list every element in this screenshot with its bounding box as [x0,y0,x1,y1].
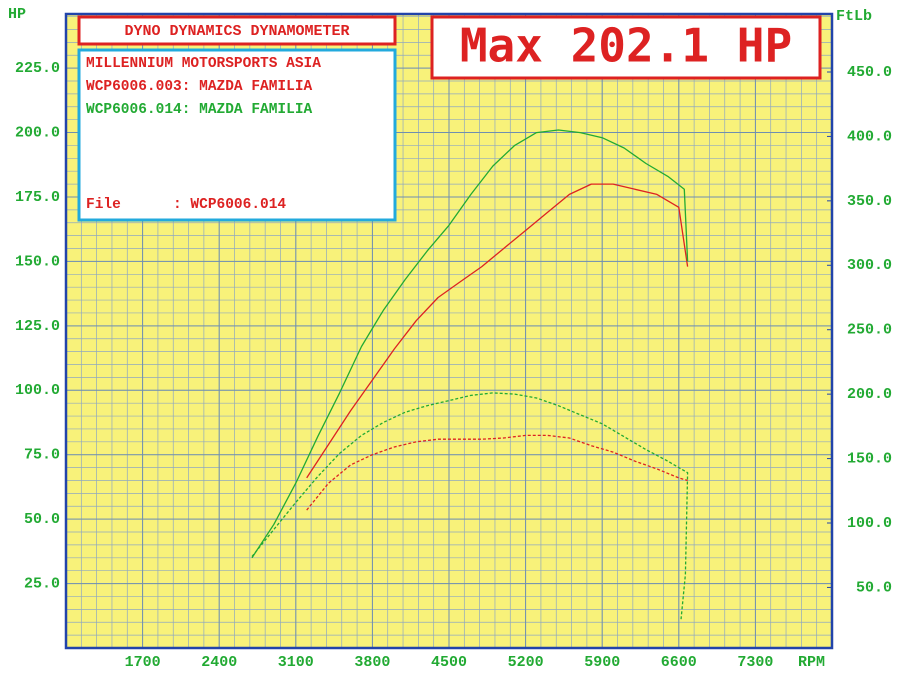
y2-tick-label: 200.0 [847,386,892,403]
y-tick-label: 225.0 [15,60,60,77]
y-tick-label: 125.0 [15,318,60,335]
y-tick-label: 75.0 [24,447,60,464]
y-tick-label: 100.0 [15,382,60,399]
y-tick-label: 150.0 [15,253,60,270]
x-tick-label: 5200 [508,654,544,671]
y-tick-label: 175.0 [15,189,60,206]
y2-tick-label: 100.0 [847,515,892,532]
title-box [77,15,397,46]
y-tick-label: 50.0 [24,511,60,528]
x-tick-label: 4500 [431,654,467,671]
max-label: Max 202.1 HP [460,19,792,73]
y-tick-label: 25.0 [24,576,60,593]
y2-tick-label: 300.0 [847,257,892,274]
y2-tick-label: 350.0 [847,193,892,210]
y2-tick-label: 250.0 [847,322,892,339]
y2-axis-label: FtLb [836,8,872,25]
info-box [77,48,397,222]
y2-tick-label: 450.0 [847,64,892,81]
series-line [251,129,689,559]
plot-border [64,12,834,650]
info-line: File : WCP6006.014 [86,197,286,213]
y2-tick-label: 50.0 [856,579,892,596]
info-line: MILLENNIUM MOTORSPORTS ASIA [86,56,321,72]
x-tick-label: 6600 [661,654,697,671]
chart-title: DYNO DYNAMICS DYNAMOMETER [124,23,349,40]
x-tick-label: 3800 [354,654,390,671]
legend-entry: WCP6006.014: MAZDA FAMILIA [86,102,313,118]
y-axis-label: HP [8,6,26,23]
y-tick-label: 200.0 [15,125,60,142]
legend-entry: WCP6006.003: MAZDA FAMILIA [86,79,313,95]
y2-tick-label: 400.0 [847,128,892,145]
x-tick-label: 5900 [584,654,620,671]
x-tick-label: 7300 [737,654,773,671]
lines [251,129,689,620]
series-line [251,392,689,620]
x-tick-label: 1700 [125,654,161,671]
y2-tick-label: 150.0 [847,451,892,468]
max-box [430,15,822,80]
x-tick-label: 2400 [201,654,237,671]
series-line [306,183,689,479]
x-axis-label: RPM [798,654,825,671]
series-line [306,434,688,511]
x-tick-label: 3100 [278,654,314,671]
